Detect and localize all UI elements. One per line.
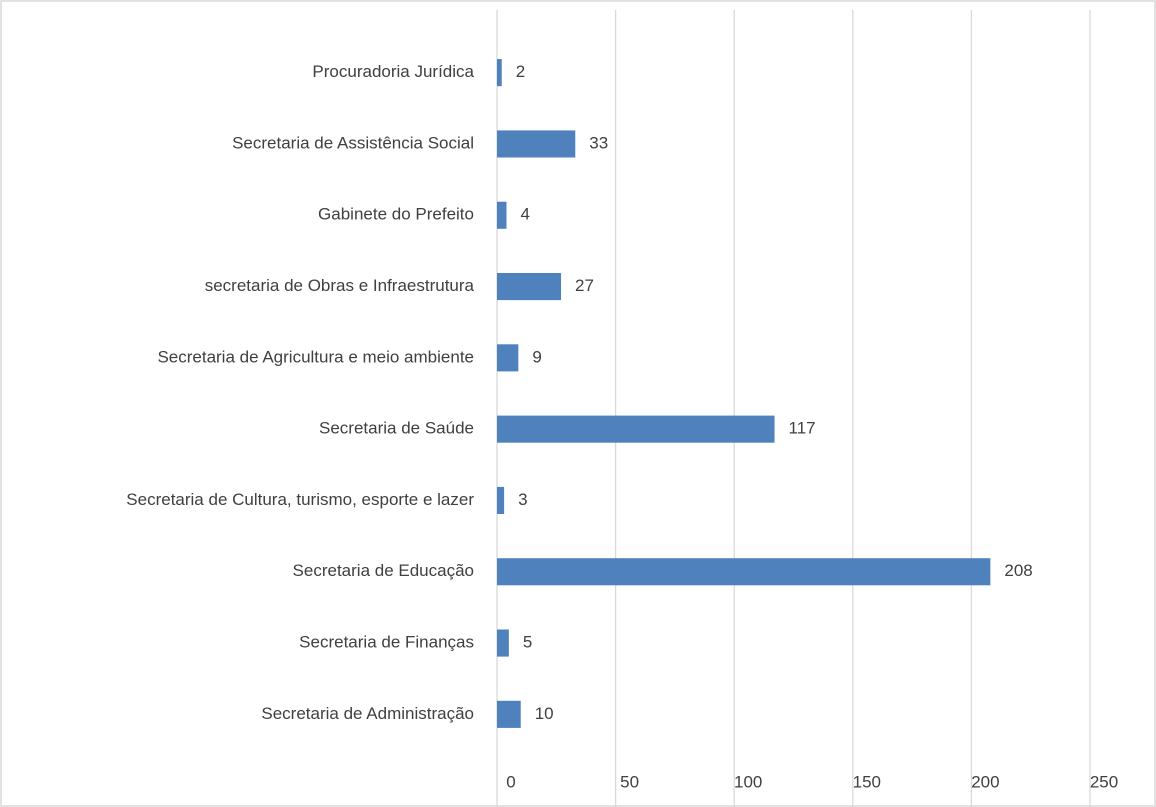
bar	[497, 486, 505, 514]
x-tick-label: 200	[971, 772, 999, 791]
value-label: 208	[1004, 561, 1032, 580]
value-label: 33	[589, 133, 608, 152]
bar	[497, 629, 509, 657]
value-label: 3	[518, 490, 527, 509]
y-tick-label: Secretaria de Finanças	[299, 633, 474, 652]
value-label: 10	[535, 704, 554, 723]
x-tick-label: 0	[506, 772, 515, 791]
y-tick-label: Procuradoria Jurídica	[312, 62, 474, 81]
bar	[497, 130, 576, 158]
bar	[497, 201, 507, 229]
value-label: 4	[520, 205, 529, 224]
value-label: 117	[789, 419, 816, 438]
y-tick-label: secretaria de Obras e Infraestrutura	[205, 276, 475, 295]
x-tick-label: 50	[620, 772, 639, 791]
y-tick-label: Secretaria de Saúde	[319, 419, 474, 438]
y-tick-label: Secretaria de Assistência Social	[232, 133, 474, 152]
y-tick-label: Secretaria de Agricultura e meio ambient…	[157, 347, 474, 366]
value-label: 2	[516, 62, 525, 81]
y-tick-label: Secretaria de Educação	[293, 561, 474, 580]
bar	[497, 273, 562, 301]
x-tick-label: 150	[853, 772, 881, 791]
value-label: 5	[523, 633, 532, 652]
y-tick-label: Secretaria de Cultura, turismo, esporte …	[126, 490, 474, 509]
value-label: 9	[532, 347, 541, 366]
value-label: 27	[575, 276, 594, 295]
bar	[497, 344, 519, 372]
x-tick-label: 250	[1090, 772, 1118, 791]
y-tick-label: Secretaria de Administração	[261, 704, 474, 723]
bar	[497, 700, 521, 728]
y-tick-label: Gabinete do Prefeito	[318, 205, 474, 224]
x-tick-label: 100	[734, 772, 762, 791]
bar	[497, 415, 775, 443]
bar	[497, 558, 991, 586]
bar	[497, 59, 502, 87]
